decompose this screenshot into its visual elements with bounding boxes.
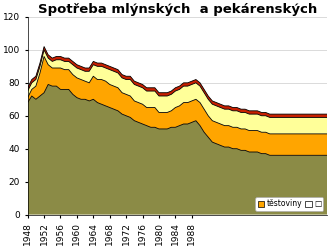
Title: Spotřeba mlýnských  a pekárenských: Spotřeba mlýnských a pekárenských	[38, 3, 317, 16]
Legend: těstoviny, □: těstoviny, □	[255, 197, 323, 211]
